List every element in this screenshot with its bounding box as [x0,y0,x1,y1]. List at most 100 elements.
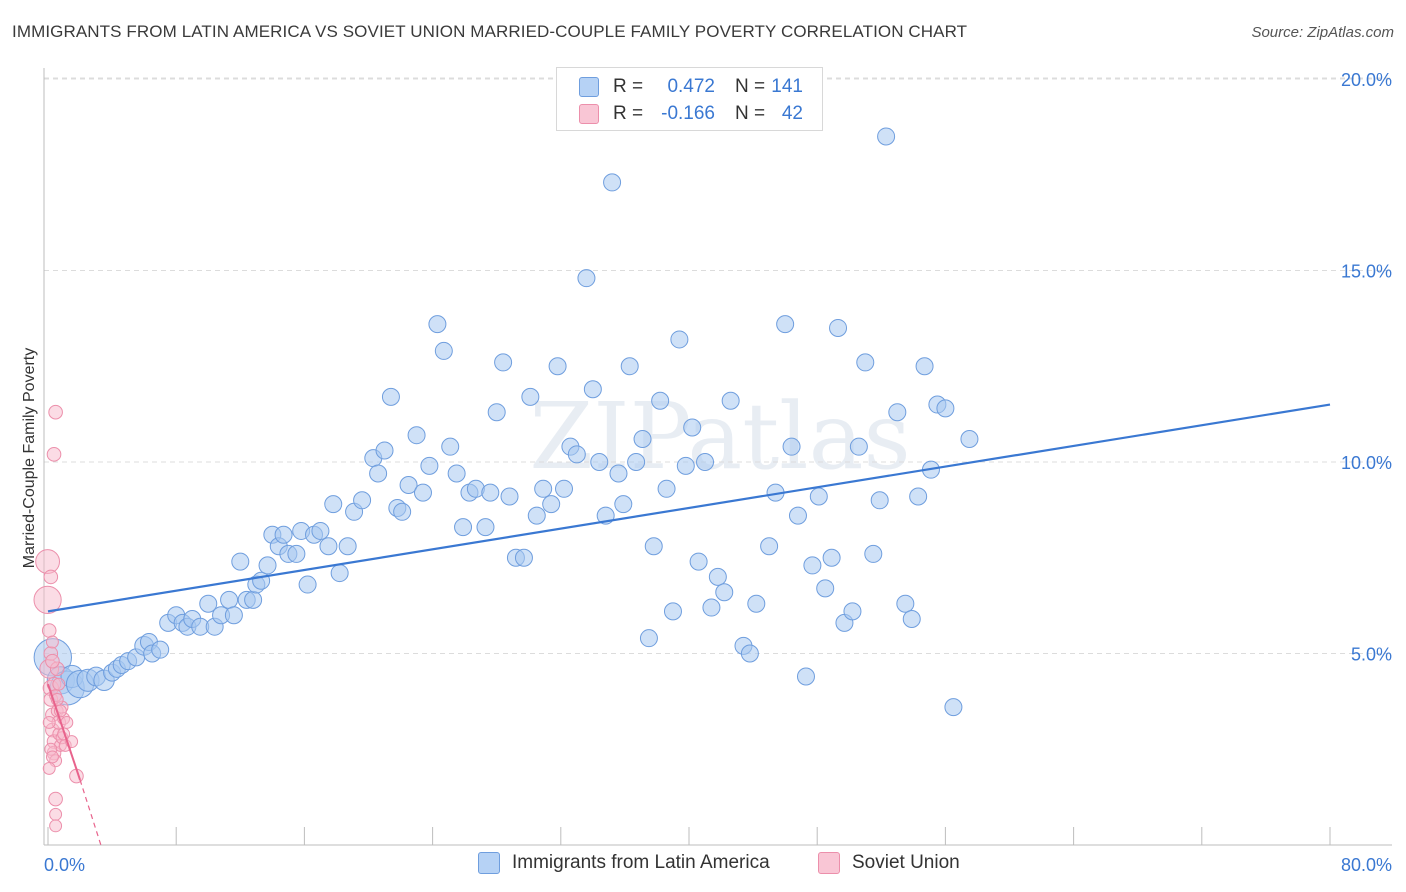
data-point-latin-america [888,403,907,422]
data-point-soviet-union [49,819,63,833]
data-point-latin-america [620,357,639,376]
data-point-latin-america [663,602,682,621]
legend-item-soviet-union: Soviet Union [818,852,960,874]
x-tick-label: 0.0% [44,855,85,875]
data-point-latin-america [896,594,915,613]
data-point-latin-america [420,456,439,475]
series-soviet-union [33,404,84,833]
stats-row-soviet-union: R = -0.166 N = 42 [579,101,803,127]
data-point-latin-america [747,594,766,613]
trend-line-latin-america [47,403,1331,613]
data-point-latin-america [428,315,447,334]
data-point-latin-america [689,552,708,571]
stats-legend: R = 0.472 N = 141 R = -0.166 N = 42 [556,67,823,131]
axes [43,68,1392,846]
data-point-latin-america [877,127,896,146]
data-point-latin-america [231,552,250,571]
data-point-latin-america [534,479,553,498]
n-label: N = [735,103,766,124]
data-point-latin-america [567,445,586,464]
data-point-soviet-union [45,653,60,669]
data-point-latin-america [696,453,715,471]
data-point-latin-america [829,318,848,337]
data-point-latin-america [375,441,394,460]
legend-label: Immigrants from Latin America [512,852,770,873]
data-point-latin-america [353,491,372,510]
data-point-latin-america [319,537,338,556]
data-point-latin-america [393,502,412,521]
data-point-latin-america [330,564,349,583]
data-point-latin-america [708,567,727,586]
data-point-latin-america [481,483,500,502]
data-point-latin-america [843,602,862,621]
y-tick-label: 5.0% [1351,645,1392,665]
data-point-soviet-union [33,585,62,614]
data-point-latin-america [909,487,928,506]
y-tick-label: 10.0% [1341,453,1392,473]
data-point-soviet-union [49,807,63,821]
data-point-latin-america [577,269,596,288]
data-point-latin-america [849,437,868,456]
data-point-soviet-union [42,715,56,729]
r-value: -0.166 [661,103,715,124]
data-point-latin-america [244,590,263,609]
data-point-latin-america [715,583,734,602]
data-point-latin-america [369,464,388,483]
data-point-latin-america [740,644,759,663]
data-point-latin-america [870,491,889,510]
data-point-latin-america [476,518,495,537]
data-point-latin-america [555,479,574,498]
data-point-latin-america [413,483,432,502]
data-point-latin-america [902,610,921,629]
data-point-latin-america [583,380,602,399]
data-point-soviet-union [48,791,63,807]
data-point-latin-america [151,640,170,659]
data-point-latin-america [614,495,633,514]
data-point-latin-america [434,341,453,360]
data-point-soviet-union [45,750,59,764]
tick-labels: 5.0% 10.0% 15.0% 20.0% 0.0% 80.0% [44,70,1392,875]
data-point-latin-america [796,667,815,686]
trend-lines [47,403,1331,846]
data-point-latin-america [521,387,540,406]
n-label: N = [735,76,766,97]
data-point-latin-america [657,479,676,498]
data-point-latin-america [816,579,835,598]
data-point-latin-america [542,495,561,514]
data-point-latin-america [494,353,513,372]
data-point-latin-america [609,464,628,483]
data-point-latin-america [803,556,822,575]
data-point-latin-america [500,487,519,506]
data-point-latin-america [809,487,828,506]
data-point-soviet-union [42,761,56,775]
data-point-latin-america [298,575,317,594]
data-point-latin-america [721,391,740,410]
chart-title: IMMIGRANTS FROM LATIN AMERICA VS SOVIET … [12,22,968,41]
data-point-latin-america [220,590,239,609]
data-point-latin-america [915,357,934,376]
data-point-latin-america [670,330,689,349]
data-point-latin-america [936,399,955,418]
x-tick-label: 80.0% [1341,855,1392,875]
data-point-soviet-union [46,447,62,462]
data-point-latin-america [676,456,695,475]
blue-swatch [478,852,500,874]
data-point-latin-america [252,571,271,590]
r-label: R = [613,103,644,124]
data-point-latin-america [788,506,807,525]
data-point-latin-america [627,453,646,471]
data-point-latin-america [274,525,293,544]
y-tick-label: 15.0% [1341,262,1392,282]
data-point-latin-america [487,403,506,422]
r-label: R = [613,76,644,97]
data-point-latin-america [381,387,400,406]
data-point-latin-america [311,521,330,540]
data-point-soviet-union [43,569,59,585]
data-point-latin-america [287,544,306,563]
data-point-latin-america [683,418,702,437]
data-point-soviet-union [52,677,66,691]
watermark: ZIPatlas [529,383,910,490]
data-point-latin-america [864,544,883,563]
stats-row-latin-america: R = 0.472 N = 141 [579,74,803,100]
